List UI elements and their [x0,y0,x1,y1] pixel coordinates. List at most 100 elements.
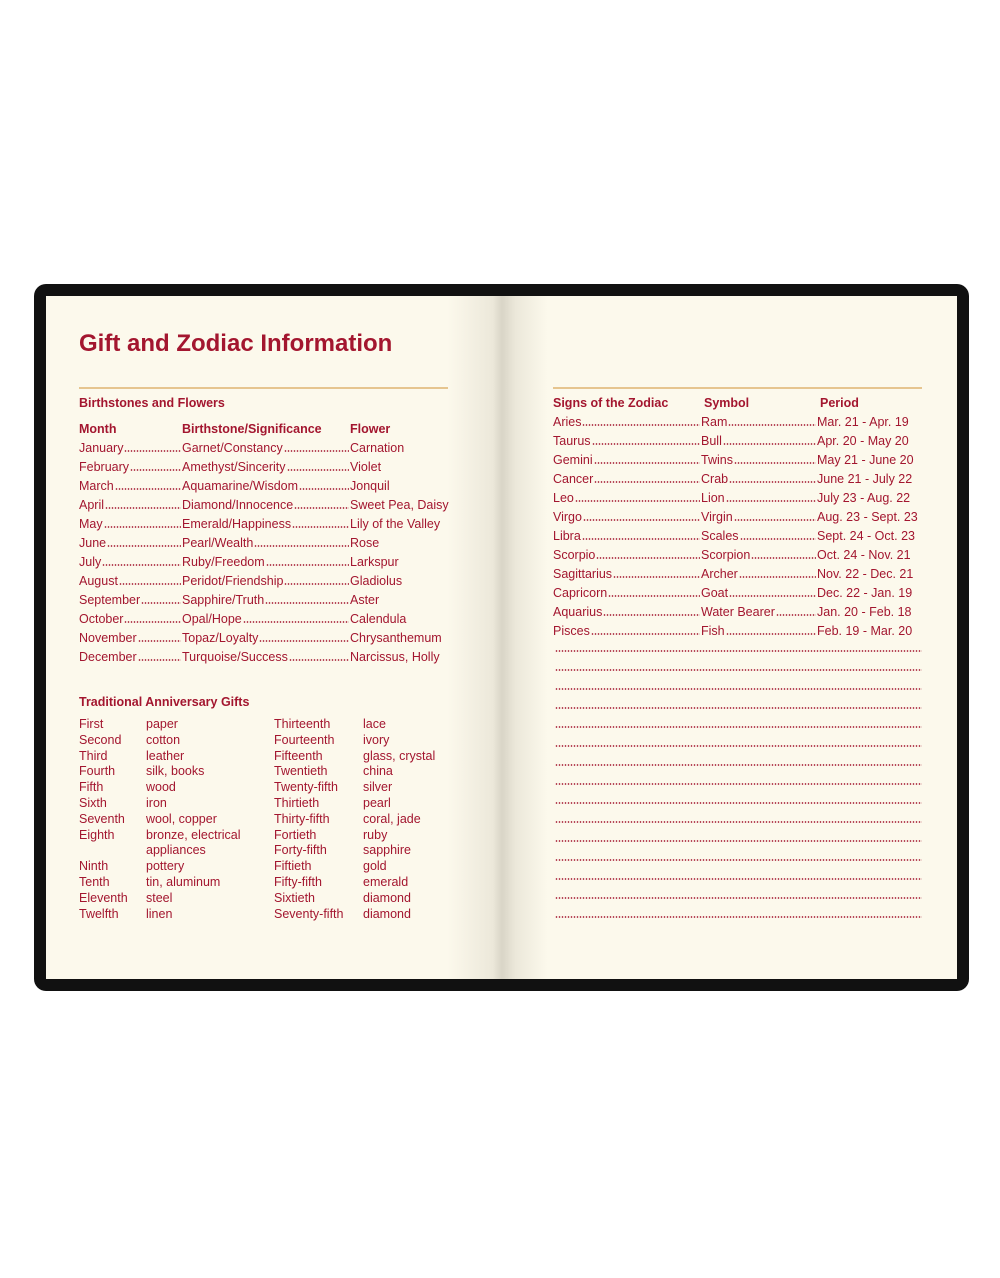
anniversary-gift: emerald [363,874,409,889]
gift-row: Sixtieth diamond [274,891,488,907]
cell-text: June 21 - July 22 [817,472,913,486]
anniversary-year: Seventh [79,811,125,826]
anniversary-year: First [79,717,104,731]
anniversary-year: Twenty-fifth [274,780,338,795]
gift-row: Fourth silk, books [79,764,271,780]
dot-leader [299,488,349,490]
cell-text: January [79,441,124,455]
gift-row: Thirtieth pearl [274,796,488,812]
anniversary-year: Eleventh [79,890,128,905]
dot-leader [613,576,700,578]
cell-text: February [79,460,130,474]
leader-cell: Feb. 19 - Mar. 20 [817,623,927,639]
dot-leader [582,519,700,521]
anniversary-gift: tin, aluminum [146,874,221,889]
gift-row: Tenth tin, aluminum [79,875,271,891]
anniversary-gift: gold [363,859,387,874]
leader-cell: Archer [701,566,817,582]
dot-leader [107,545,181,547]
leader-cell: July [79,554,182,570]
column-header: Flower [350,422,391,436]
cell-text: Oct. 24 - Nov. 21 [817,548,911,562]
cell-text: Pisces [553,624,590,638]
leader-cell: Emerald/Happiness [182,516,350,532]
leader-cell: June [79,535,182,551]
gift-row: Twenty-fifth silver [274,780,488,796]
dot-leader [775,614,816,616]
leader-cell: Dec. 22 - Jan. 19 [817,585,927,601]
blank-line [555,897,922,899]
cell-text: Sept. 24 - Oct. 23 [817,529,915,543]
gift-row: Thirty-fifth coral, jade [274,812,488,828]
cell-text: Aug. 23 - Sept. 23 [817,510,918,524]
dot-leader [582,424,700,426]
anniversary-year: Twelfth [79,906,119,921]
leader-cell: Cancer [553,471,701,487]
dot-leader [574,500,700,502]
cell-text: October [79,612,124,626]
gift-row: Sixth iron [79,796,271,812]
anniversary-gift: cotton [146,732,181,747]
gift-list: Thirteenth lace Fourteenth ivory Fifteenth gl… [274,717,488,922]
dot-leader [137,659,181,661]
anniversary-year: Third [79,748,108,763]
gift-row: Fourteenth ivory [274,733,488,749]
dot-leader [722,443,816,445]
dot-leader [103,526,181,528]
cell-text: Larkspur [350,555,399,569]
cell-text: Fish [701,624,725,638]
anniversary-gift: diamond [363,890,411,905]
leader-cell: Topaz/Loyalty [182,630,350,646]
anniversary-year: Fourteenth [274,732,335,747]
page-title: Gift and Zodiac Information [79,330,393,357]
dot-leader [590,633,700,635]
gift-row: Fifteenth glass, crystal [274,749,488,765]
leader-cell: Oct. 24 - Nov. 21 [817,547,927,563]
leader-cell: Libra [553,528,701,544]
column-header: Birthstone/Significance [182,422,322,436]
leader-cell: Aries [553,414,701,430]
leader-cell: Apr. 20 - May 20 [817,433,927,449]
leader-cell: May [79,516,182,532]
cell-text: June [79,536,107,550]
section-heading: Birthstones and Flowers [79,396,225,410]
gift-row: First paper [79,717,271,733]
dot-leader [593,462,700,464]
cell-text: Chrysanthemum [350,631,442,645]
cell-text: Peridot/Friendship [182,574,284,588]
dot-leader [284,583,349,585]
anniversary-year: Tenth [79,874,110,889]
dot-leader [739,538,816,540]
blank-line [555,764,922,766]
leader-cell: November [79,630,182,646]
dot-leader [733,462,816,464]
dot-leader [283,450,349,452]
dot-leader [751,557,816,559]
cell-text: Taurus [553,434,591,448]
leader-cell: Turquoise/Success [182,649,350,665]
leader-cell: May 21 - June 20 [817,452,927,468]
leader-cell: Crab [701,471,817,487]
cell-text: Apr. 20 - May 20 [817,434,909,448]
leader-cell: July 23 - Aug. 22 [817,490,927,506]
divider [79,387,448,389]
column-header: Period [820,396,859,410]
leader-cell: Capricorn [553,585,701,601]
anniversary-gift: iron [146,795,167,810]
cell-text: Violet [350,460,382,474]
anniversary-gift: sapphire [363,843,411,858]
anniversary-gift: lace [363,717,386,731]
cell-text: Sagittarius [553,567,613,581]
dot-leader [105,507,181,509]
gift-row: Seventh wool, copper [79,812,271,828]
cell-text: March [79,479,114,493]
leader-cell: Scales [701,528,817,544]
cell-text: Mar. 21 - Apr. 19 [817,415,909,429]
cell-text: May [79,517,103,531]
gift-row: Forty-fifth sapphire [274,843,488,859]
cell-text: Feb. 19 - Mar. 20 [817,624,913,638]
cell-text: August [79,574,118,588]
cell-text: Sweet Pea, Daisy [350,498,449,512]
cell-text: Carnation [350,441,405,455]
cell-text: Twins [701,453,733,467]
